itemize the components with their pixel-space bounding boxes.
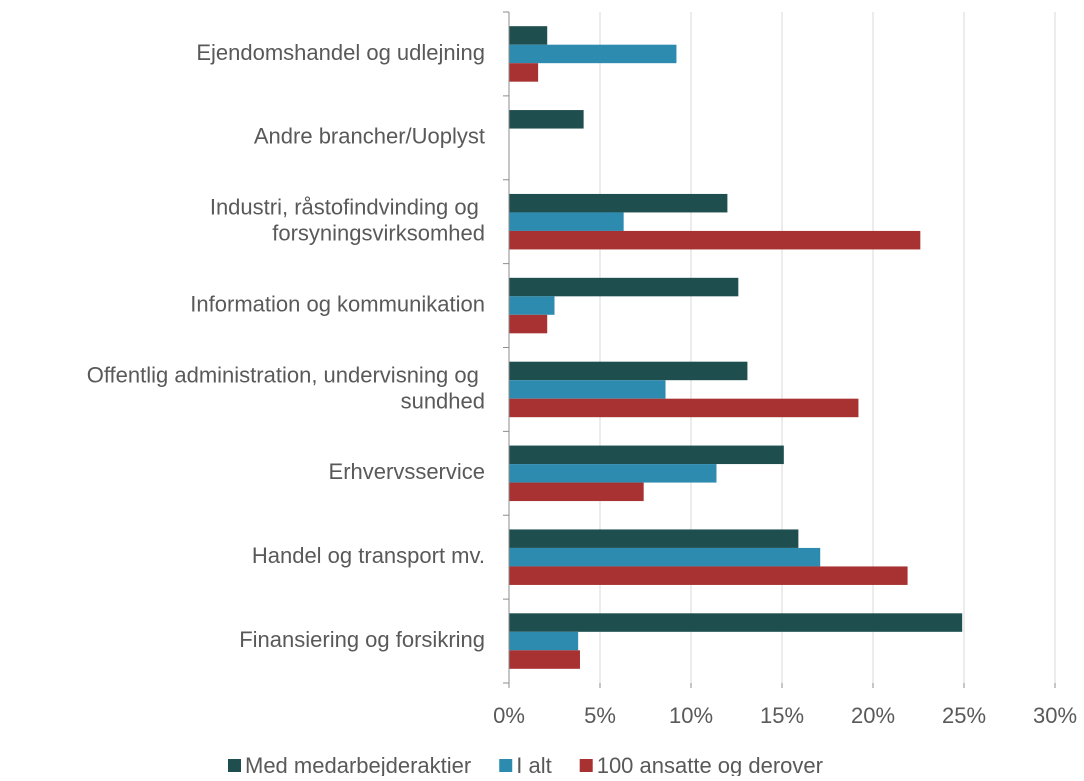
bar [509, 613, 963, 632]
legend-swatch [228, 759, 241, 772]
bar [509, 547, 821, 567]
legend-label: 100 ansatte og derover [597, 753, 823, 776]
bar [509, 445, 784, 465]
x-tick-label: 20% [851, 703, 895, 728]
bar [509, 230, 921, 250]
bar [509, 212, 624, 231]
bar [509, 26, 548, 45]
bar [509, 482, 644, 502]
bar [509, 110, 584, 129]
y-tick-label: Industri, råstofindvinding og forsynings… [210, 195, 485, 246]
legend-swatch [499, 759, 513, 772]
label-line: forsyningsvirksomhed [272, 221, 485, 246]
label-line: sundhed [401, 388, 485, 413]
y-tick-label: Ejendomshandel og udlejning [196, 40, 485, 65]
y-tick-label: Handel og transport mv. [252, 543, 485, 568]
bar [509, 398, 859, 418]
x-tick-label: 25% [942, 703, 986, 728]
legend-label: Med medarbejderaktier [245, 753, 471, 776]
x-tick-label: 5% [584, 703, 616, 728]
y-tick-label: Erhvervsservice [329, 459, 485, 484]
bar [509, 361, 748, 381]
bar [509, 63, 539, 82]
y-tick-label: Andre brancher/Uoplyst [254, 124, 485, 149]
bar [509, 277, 739, 297]
bar [509, 314, 548, 334]
bar [509, 193, 728, 213]
bar [509, 566, 908, 585]
x-tick-label: 30% [1033, 703, 1077, 728]
y-tick-label: Information og kommunikation [190, 291, 485, 316]
y-tick-label: Offentlig administration, undervisning o… [87, 362, 485, 413]
bar [509, 44, 677, 64]
legend-swatch [579, 759, 593, 772]
bar [509, 296, 555, 315]
bar [509, 631, 579, 651]
x-tick-label: 15% [760, 703, 804, 728]
legend-label: I alt [516, 753, 551, 776]
label-line: Industri, råstofindvinding og [210, 195, 485, 220]
x-tick-label: 0% [493, 703, 525, 728]
bar [509, 464, 717, 483]
y-tick-label: Finansiering og forsikring [239, 627, 485, 652]
bar [509, 529, 799, 548]
label-line: Offentlig administration, undervisning o… [87, 362, 485, 387]
x-tick-label: 10% [669, 703, 713, 728]
bar [509, 380, 666, 399]
bar [509, 650, 580, 669]
